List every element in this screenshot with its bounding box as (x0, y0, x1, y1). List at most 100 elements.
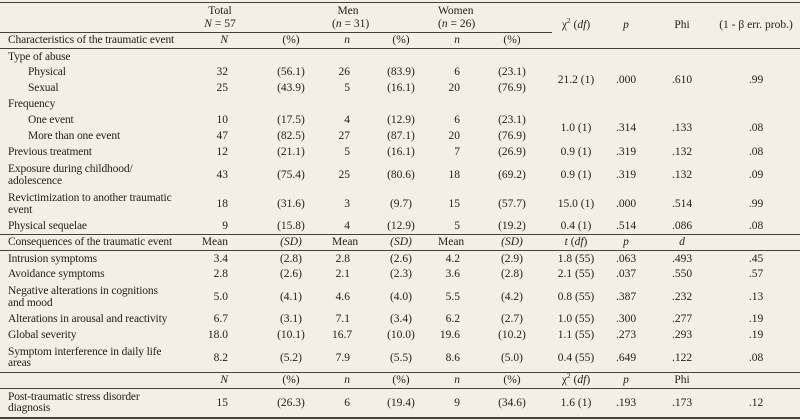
men-count: 4.6 (335, 290, 350, 303)
column-header: (SD) (364, 234, 438, 251)
group-title: Total (208, 5, 232, 17)
stat-phi: .514 (671, 197, 693, 210)
table-row: More than one event 47 (82.5) 27 (87.1) 20 (76… (0, 129, 800, 145)
men-count: 5 (344, 82, 350, 95)
men-count: 26 (338, 66, 351, 79)
women-count: 6 (454, 114, 460, 127)
group-subtitle: (n = 31) (332, 18, 369, 31)
text-segment: p (623, 19, 629, 32)
text-segment: p (623, 236, 629, 249)
row-label: Sexual (28, 82, 59, 95)
subheader-row: Characteristics of the traumatic event N (… (0, 32, 800, 49)
column-header: (%) (250, 32, 332, 49)
stat-phi: .232 (671, 290, 693, 303)
text-segment: (%) (282, 34, 300, 47)
text-segment: (%) (392, 374, 410, 387)
stat-power: .08 (748, 220, 764, 232)
men-percent: (80.6) (387, 168, 415, 181)
total-percent (250, 49, 332, 65)
total-count: 43 (216, 168, 229, 181)
stat-test: 0.9 (1) (560, 146, 592, 159)
text-segment: Mean (438, 236, 465, 249)
men-percent: (10.0) (387, 329, 415, 342)
stat-column-header (712, 234, 800, 251)
stat-test: 1.1 (55) (557, 329, 595, 342)
table-row: Physical sequelae 9 (15.8) 4 (12.9) 5 (19.2) 0.… (0, 219, 800, 235)
total-count: 3.4 (213, 252, 228, 265)
row-label: Symptom interference in daily life areas (8, 345, 162, 370)
women-percent: (34.6) (498, 396, 526, 409)
stat-column-header: t (df) (552, 234, 600, 251)
women-percent: (19.2) (498, 220, 526, 232)
stat-column-header: Phi (652, 372, 712, 389)
total-count: 47 (216, 130, 229, 143)
total-count: 12 (216, 146, 229, 159)
column-header: n (438, 372, 472, 389)
women-count: 9 (454, 396, 460, 409)
stat-p: .037 (615, 268, 637, 281)
table-row: Revictimization to another traumatic eve… (0, 190, 800, 219)
stat-p: .319 (615, 168, 637, 181)
total-count: 32 (216, 66, 229, 79)
men-count: 2.8 (335, 252, 350, 265)
text-segment: (%) (503, 374, 521, 387)
women-count: 15 (448, 197, 461, 210)
total-percent: (15.8) (277, 220, 305, 232)
column-header: n (332, 32, 364, 49)
men-percent: (83.9) (387, 66, 415, 79)
total-percent: (2.8) (279, 252, 303, 265)
empty-cell (712, 49, 800, 65)
text-segment: df (577, 374, 587, 387)
total-percent: (5.2) (279, 351, 303, 364)
text-segment: = 31) (341, 18, 370, 30)
women-count: 20 (448, 130, 461, 143)
men-percent: (12.9) (387, 220, 415, 232)
total-percent: (82.5) (277, 130, 305, 143)
stat-phi: .132 (671, 146, 693, 159)
men-percent: (9.7) (389, 197, 413, 210)
stat-test: 1.8 (55) (557, 252, 595, 265)
text-segment: N (220, 374, 228, 387)
stat-phi: .122 (671, 351, 693, 364)
total-percent: (2.6) (279, 268, 303, 281)
row-label: Type of abuse (8, 50, 71, 63)
stat-test: 1.0 (55) (557, 313, 595, 326)
stat-column-header: (1 - β err. prob.) (712, 2, 800, 49)
stat-power: .19 (748, 329, 764, 342)
column-header: (%) (364, 32, 438, 49)
total-percent: (56.1) (277, 66, 305, 79)
text-segment: df (574, 236, 584, 249)
women-count (438, 49, 472, 65)
stat-p: .000 (615, 197, 637, 210)
stat-column-header: χ2 (df) (552, 2, 600, 49)
men-count: 25 (338, 168, 351, 181)
text-segment: 2 (566, 16, 571, 26)
empty-cell (652, 49, 712, 65)
empty-cell (552, 97, 600, 113)
text-segment: χ (561, 19, 567, 32)
text-segment: n (344, 374, 350, 387)
text-segment: ( (570, 19, 578, 32)
column-header: (%) (364, 372, 438, 389)
group-subtitle: (n = 26) (438, 18, 475, 31)
column-header: (%) (472, 372, 552, 389)
stat-phi: .132 (671, 168, 693, 181)
stat-p: .319 (615, 146, 637, 159)
stat-power: .08 (748, 351, 764, 364)
total-count: 8.2 (213, 351, 228, 364)
women-count (438, 97, 472, 113)
stat-p: .273 (615, 329, 637, 342)
men-count: 3 (344, 197, 350, 210)
stat-phi: .086 (671, 220, 693, 232)
men-percent: (2.3) (389, 268, 413, 281)
stat-phi: .277 (671, 313, 693, 326)
column-header: Mean (332, 234, 364, 251)
total-count: 5.0 (213, 290, 228, 303)
text-segment: n (344, 34, 350, 47)
text-segment: (%) (392, 34, 410, 47)
total-count (190, 49, 250, 65)
stat-test: 1.0 (1) (560, 122, 592, 135)
women-percent: (76.9) (498, 82, 526, 95)
stat-column-header: Phi (652, 2, 712, 49)
